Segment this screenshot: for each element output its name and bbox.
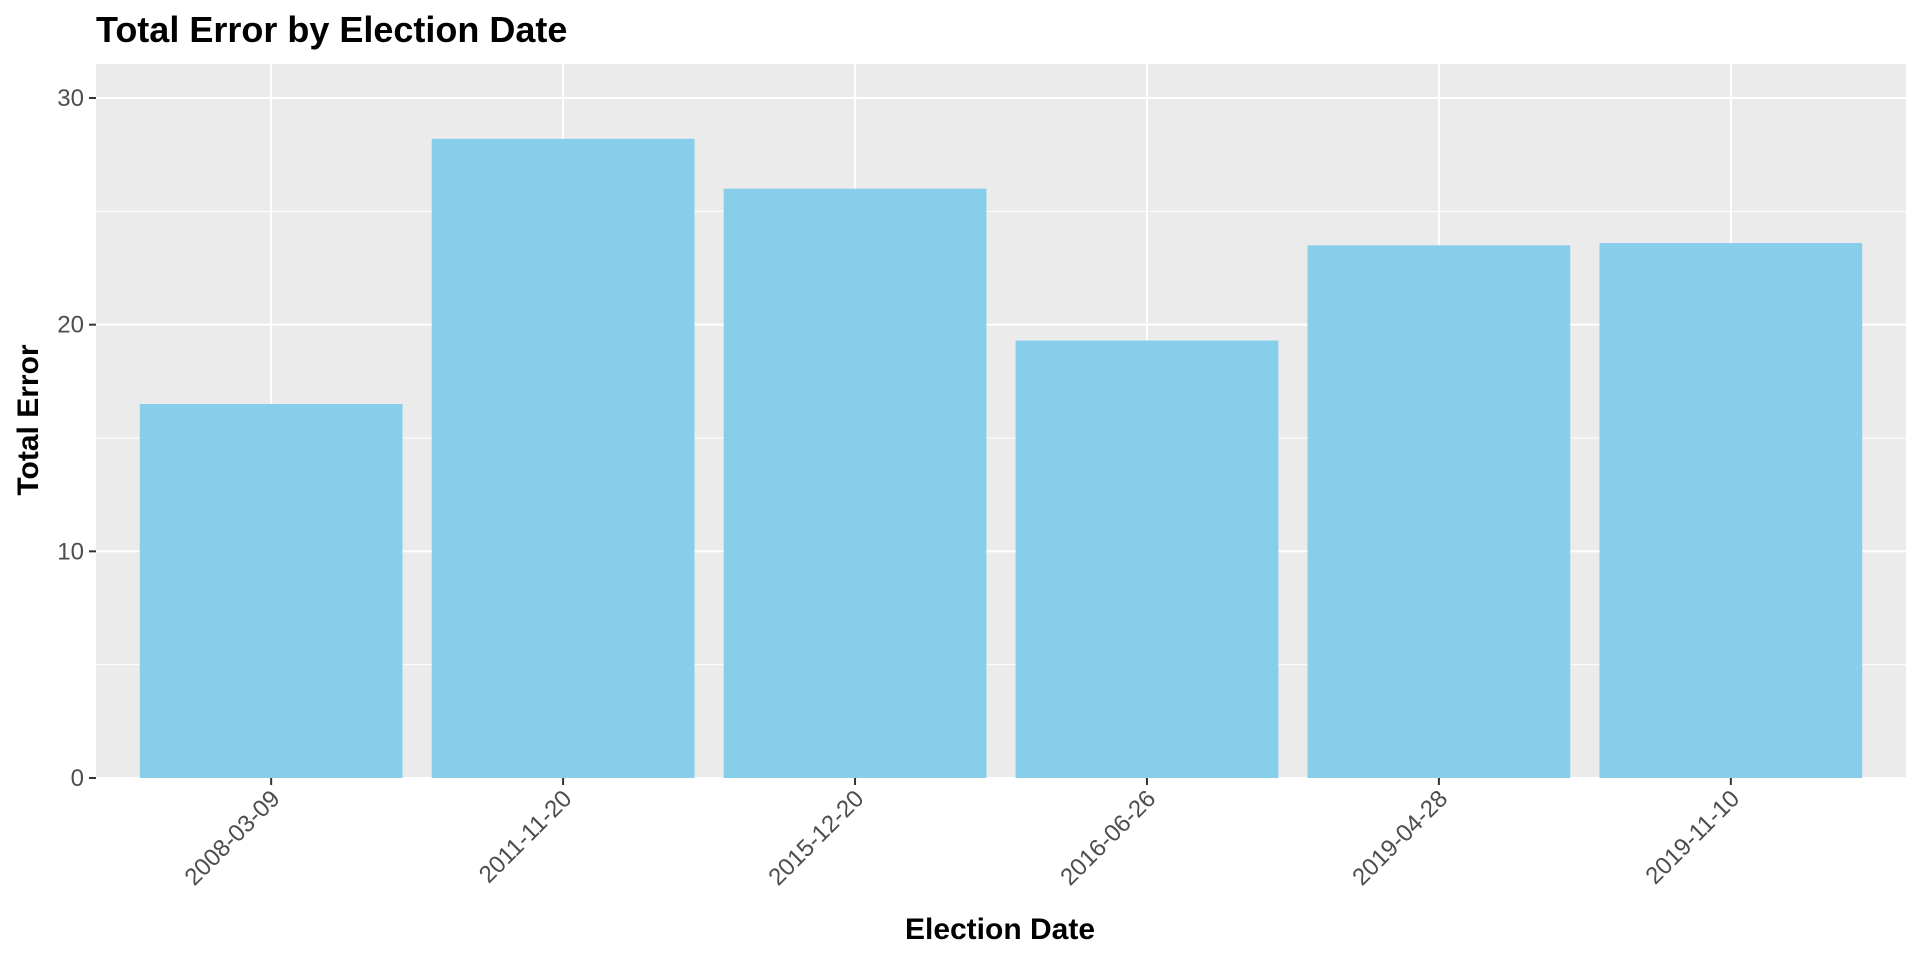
- bar: [1307, 245, 1571, 779]
- x-axis-title: Election Date: [905, 913, 1095, 946]
- y-axis: 0 10 20 30: [57, 85, 96, 792]
- bar: [431, 138, 695, 779]
- bars: [139, 138, 1863, 779]
- y-tick-label: 20: [57, 312, 84, 339]
- y-tick-label: 0: [71, 765, 84, 792]
- bar: [1599, 243, 1863, 779]
- y-axis-title: Total Error: [12, 344, 45, 495]
- y-tick-label: 10: [57, 538, 84, 565]
- bar: [1015, 340, 1279, 778]
- bar: [139, 404, 403, 778]
- chart-title: Total Error by Election Date: [96, 9, 567, 50]
- bar: [723, 188, 987, 778]
- y-tick-label: 30: [57, 85, 84, 112]
